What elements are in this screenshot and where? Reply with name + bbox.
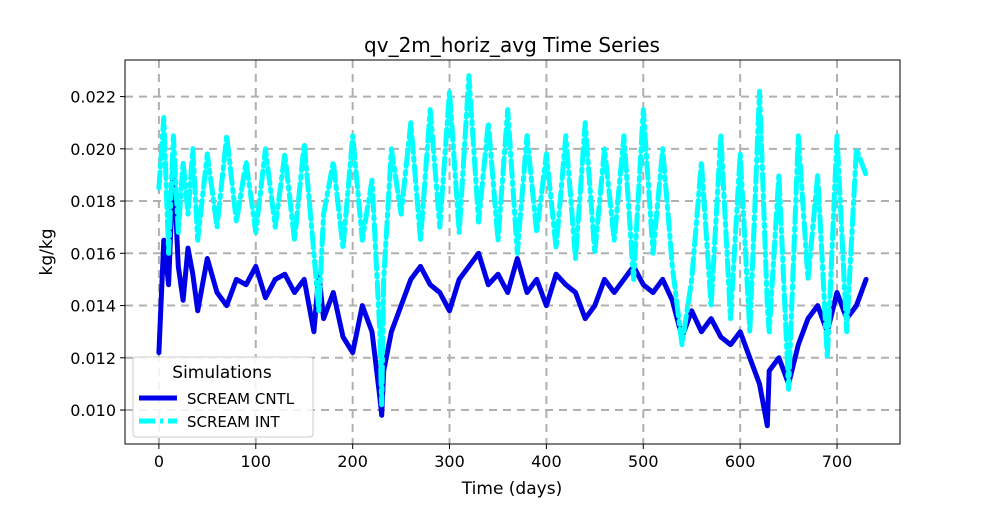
- chart-title: qv_2m_horiz_avg Time Series: [364, 33, 660, 57]
- y-axis: 0.010 0.012 0.014 0.016 0.018 0.020 0.022: [70, 88, 125, 420]
- plot-series: [156, 73, 869, 429]
- x-tick-label: 200: [337, 452, 368, 471]
- y-axis-label: kg/kg: [37, 229, 57, 276]
- x-tick-label: 100: [241, 452, 272, 471]
- y-tick-label: 0.014: [70, 297, 116, 316]
- y-tick-label: 0.022: [70, 88, 116, 107]
- legend: Simulations SCREAM CNTL SCREAM INT: [132, 356, 314, 438]
- y-tick-label: 0.016: [70, 244, 116, 263]
- x-tick-label: 700: [822, 452, 853, 471]
- legend-entry-int: SCREAM INT: [187, 413, 281, 431]
- series-line-scream-cntl: [156, 159, 869, 429]
- x-axis-label: Time (days): [461, 479, 562, 499]
- x-tick-label: 400: [531, 452, 562, 471]
- y-tick-label: 0.010: [70, 401, 116, 420]
- x-tick-label: 500: [628, 452, 659, 471]
- x-tick-label: 600: [725, 452, 756, 471]
- series-line-scream-int: [156, 73, 869, 408]
- legend-entry-cntl: SCREAM CNTL: [187, 390, 295, 408]
- x-tick-label: 300: [434, 452, 465, 471]
- legend-frame: [132, 356, 314, 438]
- y-tick-label: 0.018: [70, 192, 116, 211]
- y-tick-label: 0.012: [70, 349, 116, 368]
- y-tick-label: 0.020: [70, 140, 116, 159]
- x-tick-label: 0: [154, 452, 164, 471]
- plot-frame: [124, 59, 901, 445]
- x-axis: 0 100 200 300 400 500 600 700: [154, 444, 852, 471]
- legend-title: Simulations: [172, 363, 272, 383]
